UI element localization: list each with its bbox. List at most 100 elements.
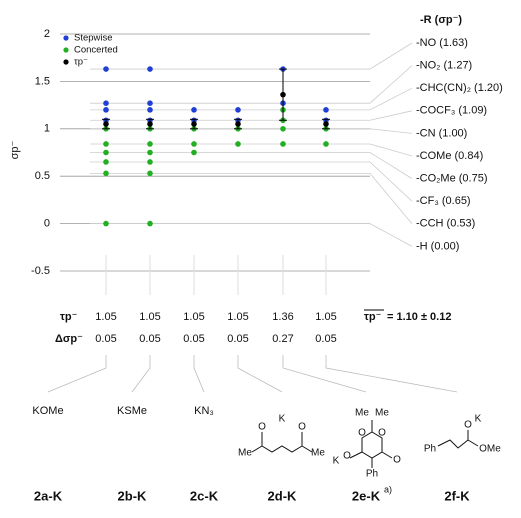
connector [90,65,413,104]
point [323,141,329,147]
point [147,170,153,177]
connector [90,223,413,247]
reagent: KN₃ [194,405,214,417]
substituent-label: -COCF₃ (1.09) [416,105,487,117]
bracket [282,355,367,393]
connector [90,172,413,225]
y-tick-label: 2 [44,28,50,40]
connector [90,161,413,202]
atom-label: O [378,428,386,439]
atom-label: OMe [479,444,501,455]
compound-label: 2c-K [190,488,219,503]
point [103,149,109,156]
compound-label: 2d-K [268,488,298,503]
point [280,141,286,147]
substituent-title: -R (σp⁻) [420,14,462,26]
tau-value: 1.05 [95,311,116,323]
compound-label: 2f-K [444,488,470,503]
point [147,66,153,72]
substituent-label: -CO₂Me (0.75) [416,173,488,185]
delta-value: 0.05 [315,333,336,345]
point [323,107,329,113]
atom-label: Me [355,408,369,419]
substituent-label: -CHC(CN)₂ (1.20) [416,82,503,94]
point [280,126,286,132]
atom-label: O [464,420,472,431]
y-tick-label: 1.5 [35,75,50,87]
atom-label: O [393,455,401,466]
compound-label: 2b-K [118,488,148,503]
substituent-label: -CN (1.00) [416,127,467,139]
point [191,121,197,127]
atom-label: O [358,428,366,439]
atom-label: O [343,451,351,462]
point [323,121,329,127]
connector [90,128,413,134]
legend-label: τp⁻ [74,57,88,68]
substituent-label: -CCH (0.53) [416,218,475,230]
substituent-label: -CF₃ (0.65) [416,195,471,207]
point [147,149,153,156]
point [103,121,109,127]
point [103,159,109,165]
atom-label: Ph [366,469,378,480]
atom-label: Me [375,408,389,419]
connector [90,42,413,70]
legend-label: Concerted [74,45,118,56]
tau-value: 1.36 [272,311,293,323]
footnote-marker: a) [384,484,392,494]
compound-label: 2e-K [352,488,381,503]
legend-label: Stepwise [74,33,113,44]
substituent-label: -COMe (0.84) [416,150,483,162]
bracket [325,355,458,393]
atom-label: K [279,414,286,425]
delta-value: 0.27 [272,333,293,345]
point [191,141,197,147]
y-tick-label: -0.5 [31,265,50,277]
legend-marker [63,47,69,53]
connector [90,110,413,121]
legend-marker [63,59,69,65]
delta-value: 0.05 [139,333,160,345]
structures [251,420,479,468]
atom-label: O [298,422,306,433]
point [103,220,109,227]
mean-symbol: τp⁻ [364,311,382,323]
point [147,141,153,147]
delta-value: 0.05 [183,333,204,345]
point [235,121,241,127]
tau-value: 1.05 [139,311,160,323]
row-label: Δσp⁻ [55,333,83,345]
point [235,107,241,113]
point [235,141,241,147]
point [280,91,286,98]
atom-label: Me [238,448,252,459]
atom-label: K [333,456,340,467]
bracket [237,355,283,393]
atom-label: Ph [424,444,436,455]
atom-label: Me [311,448,325,459]
y-tick-label: 0 [44,218,50,230]
connector [90,143,413,157]
point [147,100,153,107]
reagent: KSMe [117,405,147,417]
atom-label: O [258,422,266,433]
point [103,107,109,113]
substituent-label: -H (0.00) [416,240,459,252]
connector [90,152,413,179]
compound-label: 2a-K [34,488,63,503]
legend-marker [63,35,69,41]
atom-label: K [475,414,482,425]
bracket [47,355,107,393]
tau-value: 1.05 [227,311,248,323]
substituent-label: -NO (1.63) [416,37,468,49]
tau-value: 1.05 [183,311,204,323]
point [103,170,109,177]
mean-text: = 1.10 ± 0.12 [387,311,451,323]
point [191,107,197,113]
point [147,107,153,113]
point [147,159,153,165]
y-axis-label: σp⁻ [9,140,21,159]
row-label: τp⁻ [60,311,78,323]
